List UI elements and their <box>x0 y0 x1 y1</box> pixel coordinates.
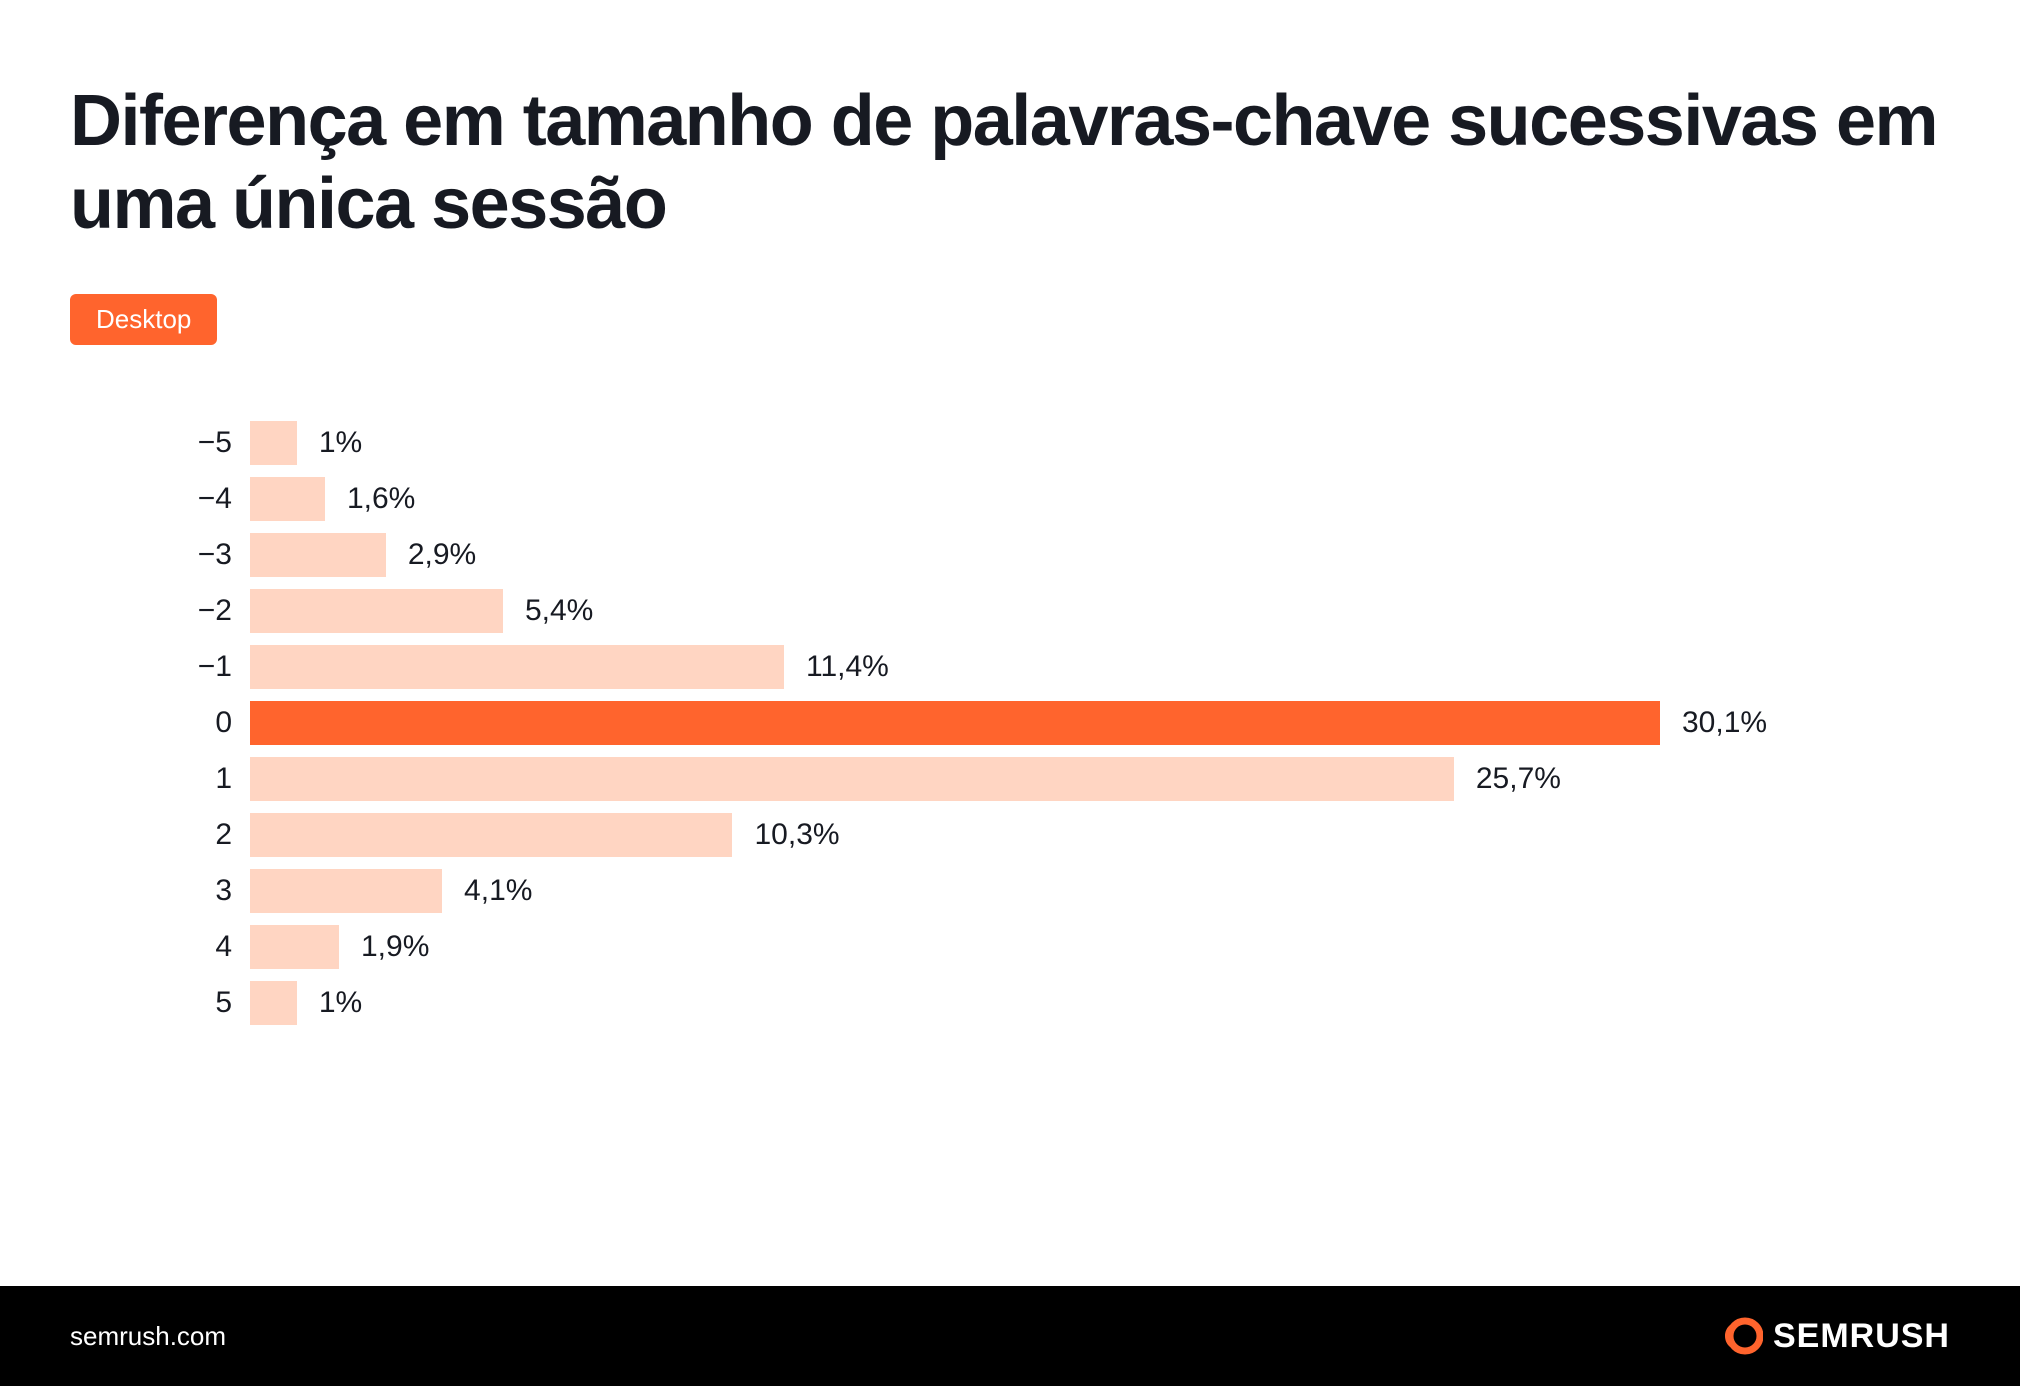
bar <box>250 757 1454 801</box>
bar-track <box>250 925 339 969</box>
bar-track <box>250 981 297 1025</box>
bar-track <box>250 533 386 577</box>
bar-track <box>250 813 732 857</box>
footer-site: semrush.com <box>70 1321 226 1352</box>
category-label: 0 <box>180 706 250 740</box>
bar <box>250 589 503 633</box>
value-label: 11,4% <box>784 650 889 684</box>
bar-row: 4 1,9% <box>180 919 1920 975</box>
value-label: 25,7% <box>1454 762 1561 796</box>
bar-track <box>250 645 784 689</box>
bar-row: 5 1% <box>180 975 1920 1031</box>
bar <box>250 421 297 465</box>
bar-row: 0 30,1% <box>180 695 1920 751</box>
brand-logo: SEMRUSH <box>1719 1314 1950 1358</box>
bar-row: 3 4,1% <box>180 863 1920 919</box>
bar-track <box>250 589 503 633</box>
value-label: 1% <box>297 986 362 1020</box>
value-label: 10,3% <box>732 818 839 852</box>
bar-track <box>250 421 297 465</box>
bar-track <box>250 477 325 521</box>
value-label: 1% <box>297 426 362 460</box>
category-label: 1 <box>180 762 250 796</box>
bar <box>250 477 325 521</box>
bar-chart: −5 1% −4 1,6% −3 2,9% −2 5,4% −1 11,4% 0 30,1% 1 25,7… <box>70 415 1920 1031</box>
value-label: 2,9% <box>386 538 476 572</box>
bar <box>250 645 784 689</box>
value-label: 4,1% <box>442 874 532 908</box>
content-area: Diferença em tamanho de palavras-chave s… <box>0 0 2020 1031</box>
category-label: 4 <box>180 930 250 964</box>
category-label: −3 <box>180 538 250 572</box>
bar <box>250 981 297 1025</box>
category-label: 3 <box>180 874 250 908</box>
page: Diferença em tamanho de palavras-chave s… <box>0 0 2020 1386</box>
bar <box>250 813 732 857</box>
bar-row: −1 11,4% <box>180 639 1920 695</box>
footer-bar: semrush.com SEMRUSH <box>0 1286 2020 1386</box>
value-label: 5,4% <box>503 594 593 628</box>
bar <box>250 925 339 969</box>
category-label: −2 <box>180 594 250 628</box>
category-label: −1 <box>180 650 250 684</box>
bar-row: −2 5,4% <box>180 583 1920 639</box>
bar-row: −5 1% <box>180 415 1920 471</box>
bar-row: 2 10,3% <box>180 807 1920 863</box>
category-label: 5 <box>180 986 250 1020</box>
fire-icon <box>1719 1314 1763 1358</box>
bar-row: 1 25,7% <box>180 751 1920 807</box>
bar <box>250 701 1660 745</box>
bar-track <box>250 869 442 913</box>
category-label: −4 <box>180 482 250 516</box>
desktop-badge: Desktop <box>70 294 217 345</box>
category-label: −5 <box>180 426 250 460</box>
value-label: 1,9% <box>339 930 429 964</box>
category-label: 2 <box>180 818 250 852</box>
bar <box>250 533 386 577</box>
bar-row: −4 1,6% <box>180 471 1920 527</box>
value-label: 1,6% <box>325 482 415 516</box>
chart-title: Diferença em tamanho de palavras-chave s… <box>70 80 1950 246</box>
bar-row: −3 2,9% <box>180 527 1920 583</box>
brand-name: SEMRUSH <box>1773 1317 1950 1356</box>
bar <box>250 869 442 913</box>
value-label: 30,1% <box>1660 706 1767 740</box>
bar-track <box>250 701 1660 745</box>
bar-track <box>250 757 1454 801</box>
